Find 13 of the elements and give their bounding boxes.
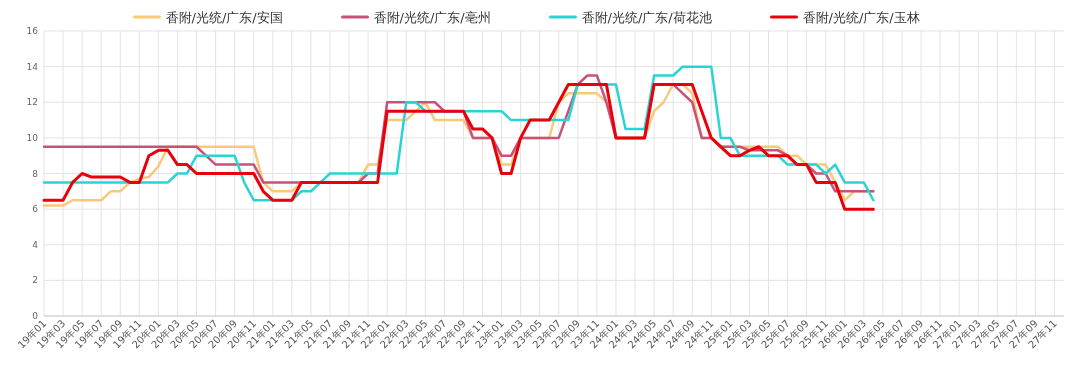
y-tick-label: 4 — [32, 239, 39, 250]
y-tick-label: 2 — [32, 275, 38, 286]
legend-label: 香附/光统/广东/荷花池 — [581, 10, 712, 25]
y-tick-label: 6 — [32, 204, 39, 215]
y-tick-label: 8 — [32, 168, 39, 179]
legend-label: 香附/光统/广东/亳州 — [373, 10, 491, 25]
y-tick-label: 12 — [26, 97, 38, 108]
legend-label: 香附/光统/广东/安国 — [165, 10, 283, 25]
y-tick-label: 10 — [26, 132, 39, 143]
y-tick-label: 14 — [26, 61, 39, 72]
y-tick-label: 0 — [32, 311, 39, 321]
y-tick-label: 16 — [26, 26, 39, 36]
legend-label: 香附/光统/广东/玉林 — [802, 10, 920, 25]
